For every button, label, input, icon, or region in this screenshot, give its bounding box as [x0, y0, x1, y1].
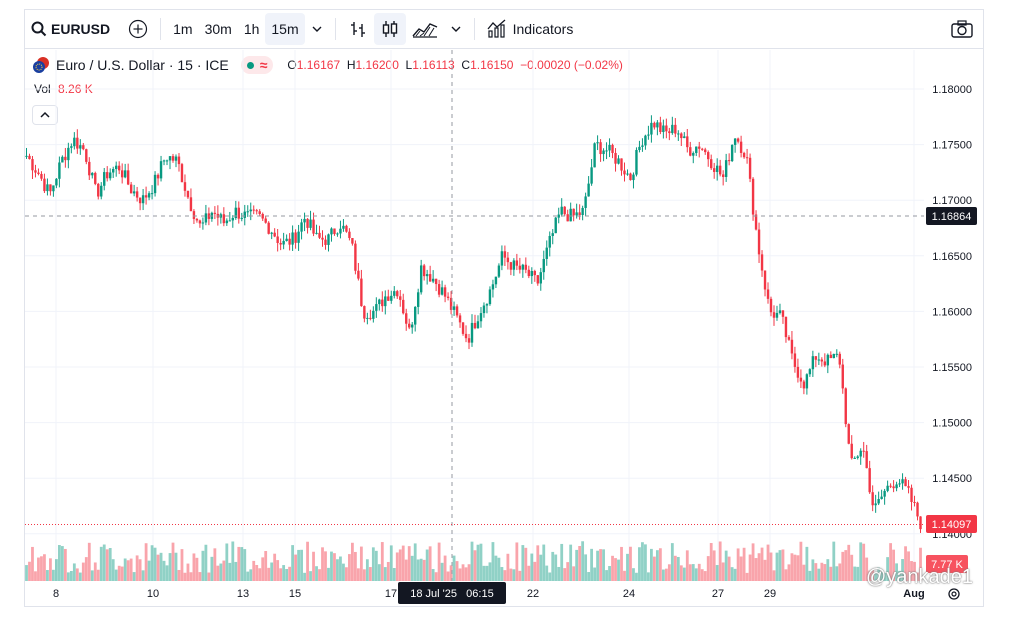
change-value: −0.00020 (−0.02%): [520, 58, 623, 72]
top-toolbar: EURUSD 1m 30m 1h 15m Indicators: [25, 10, 983, 49]
symbol-label: EURUSD: [51, 21, 111, 37]
low-value: 1.16113: [412, 58, 455, 72]
toolbar-separator: [160, 18, 162, 40]
compare-button[interactable]: [122, 13, 154, 45]
interval-30m[interactable]: 30m: [199, 13, 238, 45]
interval-1m[interactable]: 1m: [167, 13, 198, 45]
open-label: O: [287, 58, 297, 72]
volume-value: 8.26 K: [58, 82, 93, 96]
candles-icon: [382, 21, 397, 37]
indicators-icon: [487, 19, 506, 38]
chart-frame: [24, 9, 984, 607]
camera-icon: [951, 20, 973, 38]
toolbar-separator: [334, 18, 336, 40]
collapse-legend-button[interactable]: [32, 105, 58, 125]
volume-label: Vol: [34, 82, 51, 96]
area-style-button[interactable]: [406, 13, 444, 45]
volume-legend: Vol 8.26 K: [34, 82, 93, 96]
interval-label: 1m: [173, 21, 193, 37]
high-value: 1.16200: [355, 58, 399, 72]
ohlc-values: O1.16167 H1.16200 L1.16113 C1.16150 −0.0…: [287, 58, 622, 72]
close-label: C: [461, 58, 471, 72]
chevron-up-icon: [40, 111, 50, 118]
open-value: 1.16167: [296, 58, 341, 72]
indicators-label: Indicators: [512, 21, 574, 37]
interval-label: 1h: [243, 21, 260, 37]
chart-type-dropdown-button[interactable]: [444, 13, 468, 45]
bar-style-button[interactable]: [342, 13, 374, 45]
screenshot-button[interactable]: [945, 13, 979, 45]
interval-dropdown-button[interactable]: [305, 13, 329, 45]
search-icon: [31, 21, 47, 37]
toolbar-separator: [473, 18, 475, 40]
chevron-down-icon: [451, 26, 461, 32]
market-open-dot-icon: [246, 61, 254, 69]
low-label: L: [405, 58, 413, 72]
currency-flags-icon: [33, 57, 49, 73]
interval-1h[interactable]: 1h: [238, 13, 266, 45]
legend: Euro / U.S. Dollar · 15 · ICE ≈ O1.16167…: [32, 56, 623, 74]
close-value: 1.16150: [470, 58, 514, 72]
indicators-button[interactable]: Indicators: [481, 13, 580, 45]
market-status-badge[interactable]: ≈: [240, 56, 274, 74]
area-chart-icon: [412, 23, 437, 38]
interval-label: 15m: [271, 21, 299, 37]
high-label: H: [346, 58, 356, 72]
interval-15m[interactable]: 15m: [265, 13, 305, 45]
candles-style-button[interactable]: [373, 13, 406, 45]
symbol-search-button[interactable]: EURUSD: [25, 13, 116, 45]
bars-icon: [350, 22, 365, 37]
instrument-name[interactable]: Euro / U.S. Dollar · 15 · ICE: [56, 57, 229, 73]
wave-icon: ≈: [259, 57, 268, 73]
chevron-down-icon: [312, 26, 322, 32]
interval-label: 30m: [204, 21, 232, 37]
watermark: @yankade1: [866, 566, 974, 588]
plus-circle-icon: [129, 19, 148, 39]
